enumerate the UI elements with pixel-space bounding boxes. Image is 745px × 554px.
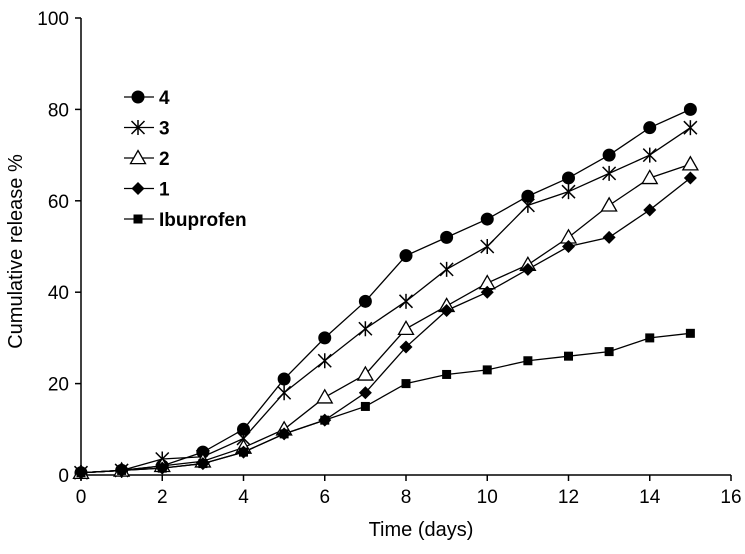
y-tick-label: 0 — [58, 466, 69, 487]
data-point-4 — [643, 121, 657, 135]
data-point-3 — [439, 261, 454, 277]
series-lines — [80, 108, 691, 474]
data-point-2 — [600, 196, 618, 212]
legend-label-ibuprofen: Ibuprofen — [159, 210, 247, 231]
x-axis-title: Time (days) — [369, 519, 474, 541]
legend-marker-1 — [131, 182, 145, 195]
data-point-ibuprofen — [76, 468, 86, 478]
data-point-3 — [358, 321, 373, 337]
y-tick-label: 100 — [37, 9, 69, 30]
series-line-ibuprofen — [80, 332, 691, 474]
data-point-3 — [520, 197, 535, 213]
data-point-4 — [318, 331, 332, 345]
y-tick-label: 20 — [48, 375, 69, 396]
x-tick-label: 14 — [639, 487, 661, 508]
data-point-1 — [602, 230, 616, 244]
legend-label-3: 3 — [159, 119, 170, 140]
x-tick-label: 0 — [76, 487, 87, 508]
data-point-1 — [683, 171, 697, 185]
data-point-4 — [521, 189, 535, 203]
data-point-1 — [521, 262, 535, 276]
data-point-1 — [480, 285, 494, 299]
x-tick-label: 4 — [238, 487, 249, 508]
legend-label-1: 1 — [159, 180, 170, 201]
legend-marker-4 — [131, 90, 145, 104]
data-point-1 — [399, 340, 413, 354]
x-tick-label: 2 — [157, 487, 168, 508]
data-point-1 — [643, 203, 657, 217]
data-point-ibuprofen — [157, 463, 167, 473]
data-point-ibuprofen — [645, 333, 655, 343]
data-point-2 — [356, 365, 374, 381]
data-point-1 — [562, 240, 575, 253]
data-point-1 — [358, 386, 372, 400]
data-point-ibuprofen — [279, 429, 289, 439]
data-point-3 — [480, 239, 495, 254]
data-point-3 — [561, 184, 576, 200]
data-point-3 — [602, 165, 617, 181]
series-line-2 — [80, 163, 691, 474]
legend-marker-3 — [130, 120, 146, 135]
data-point-4 — [683, 102, 697, 116]
y-axis-title: Cumulative release % — [5, 154, 27, 349]
data-point-4 — [562, 171, 575, 185]
y-tick-label: 80 — [48, 100, 69, 121]
data-point-2 — [641, 169, 659, 185]
data-point-ibuprofen — [482, 365, 492, 375]
y-tick-label: 60 — [48, 192, 69, 213]
x-tick-label: 8 — [401, 487, 412, 508]
data-point-ibuprofen — [198, 459, 208, 469]
data-point-4 — [237, 422, 250, 436]
series-line-3 — [80, 127, 691, 474]
data-point-4 — [399, 249, 413, 263]
data-point-2 — [397, 319, 415, 336]
legend: 4 3 2 1 Ibuprofen — [124, 88, 247, 231]
x-tick-label: 16 — [720, 487, 741, 508]
legend-label-2: 2 — [159, 149, 170, 170]
data-point-4 — [277, 372, 291, 386]
data-point-2 — [681, 155, 699, 171]
data-point-4 — [480, 212, 494, 226]
data-point-1 — [440, 303, 454, 317]
data-point-ibuprofen — [604, 347, 614, 357]
data-point-3 — [277, 385, 292, 401]
series-markers — [72, 102, 699, 481]
data-point-ibuprofen — [401, 379, 411, 389]
data-point-3 — [642, 147, 657, 163]
data-point-ibuprofen — [117, 465, 127, 475]
y-tick-label: 40 — [48, 283, 69, 304]
data-point-4 — [358, 294, 372, 308]
x-tick-label: 10 — [477, 487, 498, 508]
data-point-3 — [398, 293, 414, 309]
data-point-ibuprofen — [320, 415, 330, 425]
series-line-4 — [80, 108, 691, 474]
x-tick-label: 12 — [558, 487, 579, 508]
data-point-3 — [683, 120, 698, 136]
legend-marker-2 — [129, 149, 147, 165]
data-point-ibuprofen — [239, 447, 248, 457]
data-point-ibuprofen — [523, 356, 533, 366]
data-point-4 — [440, 230, 454, 244]
data-point-2 — [316, 388, 334, 404]
x-tick-label: 6 — [319, 487, 330, 508]
legend-marker-ibuprofen — [133, 214, 143, 224]
data-point-ibuprofen — [564, 351, 573, 361]
data-point-3 — [317, 353, 332, 369]
data-point-4 — [602, 148, 616, 162]
data-point-ibuprofen — [442, 369, 452, 379]
data-point-ibuprofen — [360, 401, 370, 411]
data-point-ibuprofen — [685, 328, 695, 338]
legend-label-4: 4 — [159, 88, 170, 109]
